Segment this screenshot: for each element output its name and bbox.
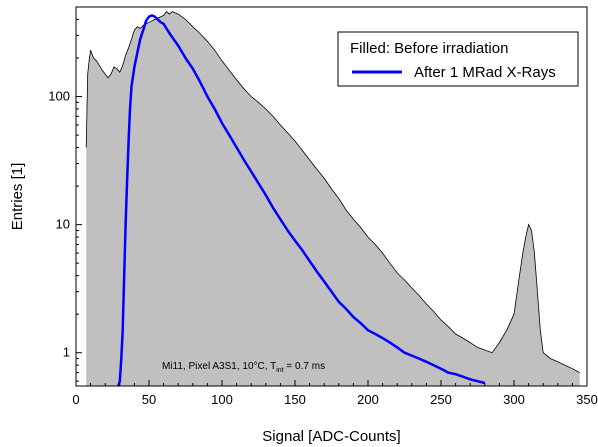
x-axis: 0 50 100 150 200 250 300 350 bbox=[72, 380, 598, 407]
y-tick-label: 1 bbox=[63, 345, 70, 360]
legend-entry-after: After 1 MRad X-Rays bbox=[414, 64, 556, 81]
x-tick-label: 200 bbox=[357, 392, 379, 407]
x-tick-label: 300 bbox=[503, 392, 525, 407]
y-axis-title: Entries [1] bbox=[9, 163, 26, 231]
x-axis-title: Signal [ADC-Counts] bbox=[262, 428, 400, 445]
y-tick-label: 100 bbox=[48, 89, 70, 104]
x-tick-label: 100 bbox=[211, 392, 233, 407]
x-tick-label: 50 bbox=[142, 392, 156, 407]
annotation-tail: = 0.7 ms bbox=[284, 361, 325, 372]
series-before-fill bbox=[86, 11, 580, 386]
x-tick-label: 0 bbox=[72, 392, 79, 407]
y-axis: 1 10 100 bbox=[48, 18, 82, 382]
x-tick-label: 150 bbox=[284, 392, 306, 407]
series-before-outline bbox=[85, 11, 580, 373]
legend-entry-before: Filled: Before irradiation bbox=[350, 40, 508, 57]
measurement-annotation: Mi11, Pixel A3S1, 10°C, Tint = 0.7 ms bbox=[162, 361, 325, 374]
x-tick-label: 250 bbox=[430, 392, 452, 407]
series-after-line bbox=[117, 14, 486, 386]
x-tick-label: 350 bbox=[576, 392, 598, 407]
plot-frame bbox=[75, 6, 588, 387]
legend-box bbox=[337, 31, 579, 87]
annotation-main: Mi11, Pixel A3S1, 10°C, T bbox=[162, 361, 276, 372]
plot-area bbox=[85, 11, 580, 386]
legend: Filled: Before irradiation After 1 MRad … bbox=[337, 31, 579, 87]
annotation-subscript: int bbox=[276, 367, 283, 374]
y-tick-label: 10 bbox=[56, 217, 70, 232]
